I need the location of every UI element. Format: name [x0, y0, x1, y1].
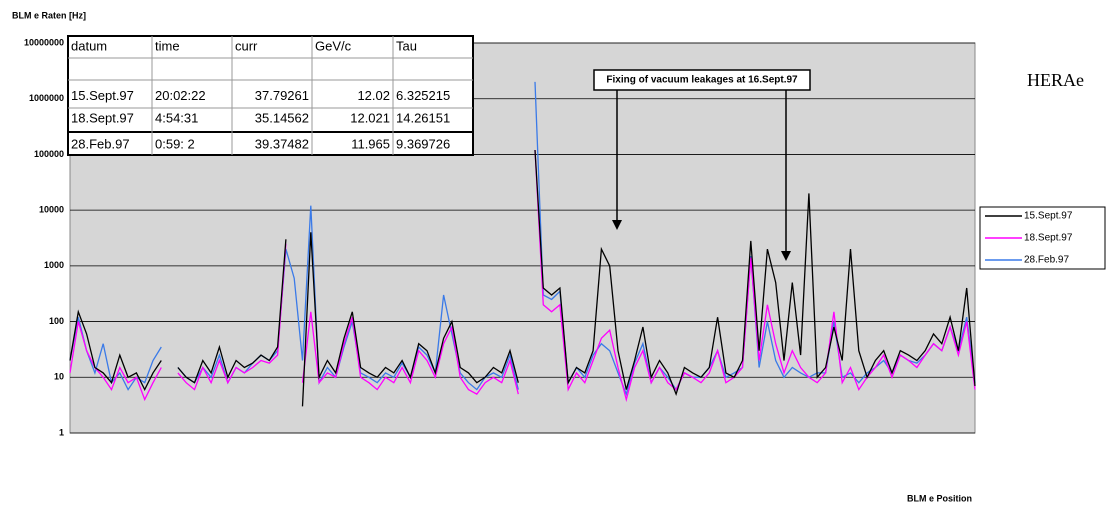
- annotation-text: Fixing of vacuum leakages at 16.Sept.97: [606, 75, 798, 86]
- arrow-head: [612, 220, 622, 230]
- y-tick-label: 100: [49, 316, 64, 326]
- y-tick-label: 10000: [39, 205, 64, 215]
- table-cell: 11.965: [351, 136, 390, 151]
- table-box: [67, 35, 474, 156]
- y-tick-label: 10: [54, 372, 64, 382]
- x-axis-label: BLM e Position: [907, 493, 972, 503]
- table-header: curr: [235, 38, 258, 53]
- arrow-head: [781, 251, 791, 261]
- table-header: datum: [71, 38, 107, 53]
- series-line: [69, 149, 976, 403]
- table-cell: 6.325215: [396, 88, 450, 103]
- table-header: Tau: [396, 38, 417, 53]
- y-tick-label: 1000000: [29, 93, 64, 103]
- y-tick-label: 1: [59, 427, 64, 437]
- annotation-box: [593, 69, 811, 91]
- lines: [69, 81, 976, 407]
- legend-label: 15.Sept.97: [1024, 211, 1073, 222]
- legend: 15.Sept.97 18.Sept.97 28.Feb.97: [979, 206, 1106, 270]
- table-cell: 35.14562: [255, 110, 309, 125]
- table-cell: 12.021: [350, 110, 390, 125]
- table-cell: 15.Sept.97: [71, 88, 134, 103]
- y-tick-label: 10000000: [24, 37, 64, 47]
- table-cell: 14.26151: [396, 110, 450, 125]
- table-header: GeV/c: [315, 38, 352, 53]
- table-cell: 39.37482: [255, 136, 309, 151]
- legend-label: 28.Feb.97: [1024, 255, 1069, 266]
- y-tick-label: 1000: [44, 260, 64, 270]
- legend-label: 18.Sept.97: [1024, 233, 1073, 244]
- chart-title: BLM e Raten [Hz]: [12, 10, 86, 20]
- table-cell: 37.79261: [255, 88, 309, 103]
- table-cell: 9.369726: [396, 136, 450, 151]
- side-label: HERAe: [1027, 70, 1084, 90]
- annotation: Fixing of vacuum leakages at 16.Sept.97: [593, 69, 811, 261]
- table-cell: 20:02:22: [155, 88, 206, 103]
- table-cell: 12.02: [357, 88, 390, 103]
- table-cell: 28.Feb.97: [71, 136, 130, 151]
- table-header: time: [155, 38, 180, 53]
- table: datum time curr GeV/c Tau 15.Sept.97 20:02:22 3…: [67, 35, 474, 156]
- y-tick-label: 100000: [34, 149, 64, 159]
- table-cell: 4:54:31: [155, 110, 198, 125]
- series-line: [69, 149, 976, 407]
- table-cell: 0:59: 2: [155, 136, 195, 151]
- table-cell: 18.Sept.97: [71, 110, 134, 125]
